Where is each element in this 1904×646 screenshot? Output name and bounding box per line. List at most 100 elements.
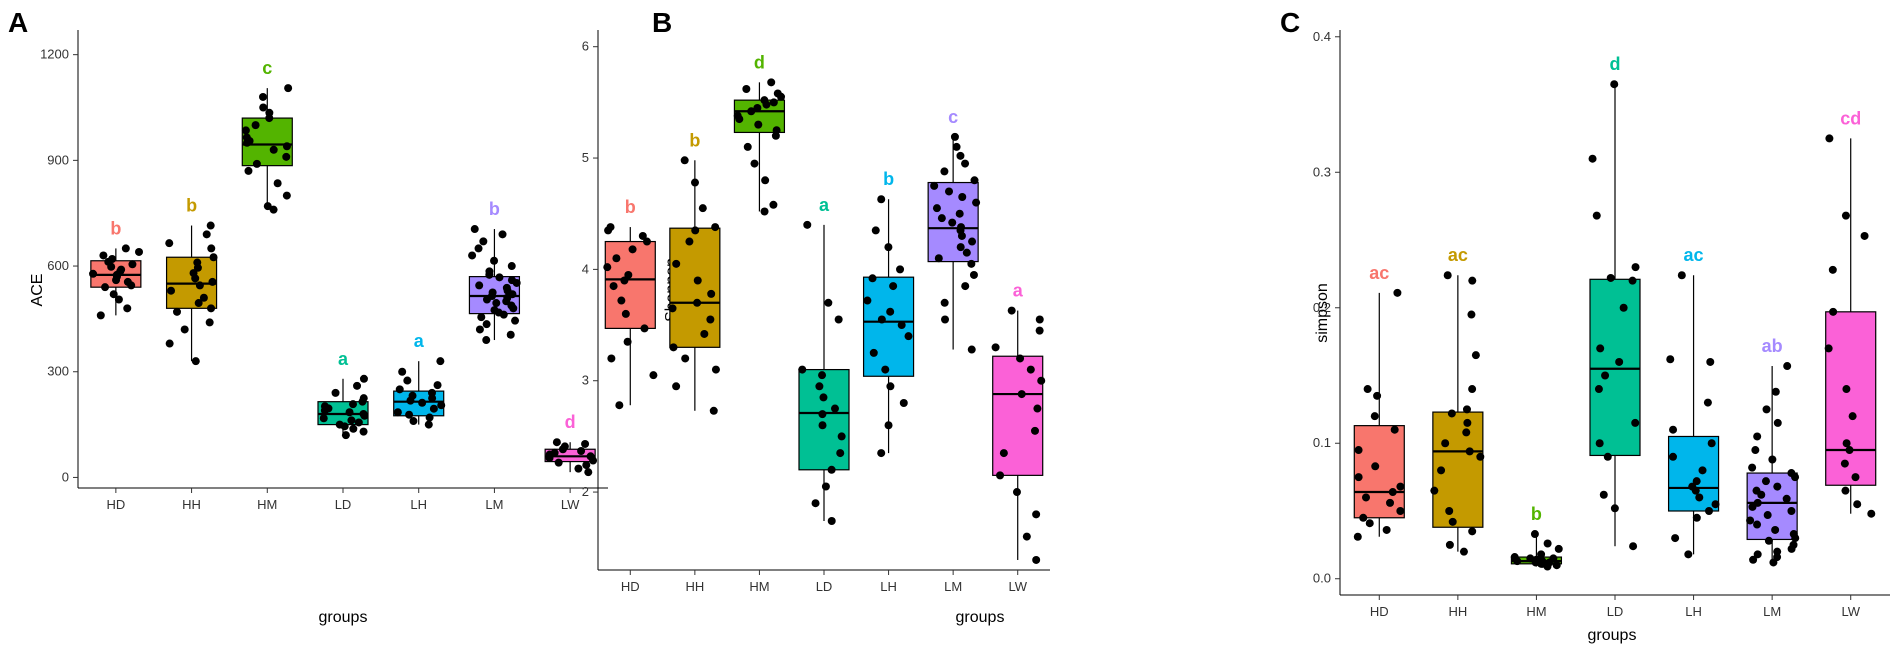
data-point — [747, 107, 756, 116]
data-point — [709, 406, 718, 415]
data-point — [711, 365, 720, 374]
data-point — [1610, 80, 1619, 89]
data-point — [99, 251, 108, 260]
data-point — [506, 330, 515, 339]
data-point — [195, 281, 204, 290]
data-point — [1390, 425, 1399, 434]
data-point — [335, 420, 344, 429]
data-point — [320, 402, 329, 411]
data-point — [89, 269, 98, 278]
data-point — [1848, 412, 1857, 421]
data-point — [1363, 385, 1372, 394]
data-point — [1588, 154, 1597, 163]
panel-c-x-tick-label: LW — [1841, 604, 1860, 619]
data-point — [681, 354, 690, 363]
data-point — [1396, 506, 1405, 515]
data-point — [1842, 385, 1851, 394]
data-point — [189, 269, 198, 278]
data-point — [242, 133, 251, 142]
panel-a-y-tick-label: 1200 — [40, 47, 69, 62]
data-point — [1543, 539, 1552, 548]
data-point — [108, 255, 117, 263]
data-point — [693, 276, 702, 285]
panel-b-x-tick-label: LH — [880, 579, 897, 594]
data-point — [620, 276, 629, 285]
panel-a-box-lh: a — [393, 331, 446, 429]
data-point — [773, 89, 782, 98]
data-point — [948, 218, 957, 227]
panel-c-box-lh: ac — [1666, 245, 1720, 559]
data-point — [574, 464, 583, 473]
significance-label: ac — [1369, 263, 1389, 283]
data-point — [1706, 357, 1715, 366]
data-point — [818, 371, 827, 380]
data-point — [638, 231, 647, 240]
data-point — [550, 448, 559, 457]
panel-b-x-tick-label: LW — [1008, 579, 1027, 594]
data-point — [345, 408, 354, 417]
data-point — [252, 159, 261, 168]
data-point — [418, 398, 427, 407]
data-point — [1035, 326, 1044, 335]
data-point — [672, 259, 681, 268]
panel-c-letter: C — [1280, 7, 1300, 38]
panel-a: A ACE groups 0 300 600 900 1200 HD HH HM LD LH LM L… — [8, 7, 608, 626]
data-point — [1592, 211, 1601, 220]
panel-c-box-lw: cd — [1824, 108, 1877, 518]
data-point — [1860, 231, 1869, 240]
data-point — [1526, 554, 1535, 563]
data-point — [1354, 446, 1363, 455]
data-point — [606, 223, 615, 232]
data-point — [1430, 486, 1439, 495]
box-iqr — [1589, 278, 1641, 457]
data-point — [398, 367, 407, 376]
data-point — [582, 461, 591, 470]
data-point — [889, 282, 898, 291]
data-point — [868, 274, 877, 283]
data-point — [96, 311, 105, 320]
panel-a-x-tick-label: HH — [182, 497, 201, 512]
significance-label: b — [689, 130, 700, 150]
data-point — [507, 276, 516, 285]
data-point — [1692, 513, 1701, 522]
data-point — [818, 410, 827, 419]
data-point — [769, 98, 778, 107]
data-point — [165, 239, 174, 248]
significance-label: d — [565, 412, 576, 432]
significance-label: b — [625, 197, 636, 217]
data-point — [1829, 307, 1838, 316]
panel-b-box-hh: b — [668, 130, 721, 415]
panel-a-letter: A — [8, 7, 28, 38]
significance-label: d — [1610, 54, 1621, 74]
data-point — [1365, 519, 1374, 528]
data-point — [624, 270, 633, 279]
data-point — [884, 243, 893, 252]
panel-c-x-tick-label: HM — [1526, 604, 1546, 619]
data-point — [612, 254, 621, 263]
data-point — [167, 286, 176, 295]
significance-label: b — [1531, 504, 1542, 524]
data-point — [560, 442, 569, 451]
data-point — [1443, 271, 1452, 280]
data-point — [284, 84, 293, 93]
data-point — [194, 299, 203, 308]
data-point — [269, 145, 278, 154]
panel-b-box-hd: b — [603, 197, 658, 410]
data-point — [1789, 540, 1798, 549]
data-point — [680, 156, 689, 165]
data-point — [273, 179, 282, 188]
panel-b-box-lh: b — [862, 169, 915, 458]
panel-a-box-hm: c — [241, 58, 293, 214]
data-point — [640, 324, 649, 333]
panel-a-box-hd: b — [89, 218, 144, 320]
data-point — [1684, 550, 1693, 559]
data-point — [706, 315, 715, 324]
data-point — [1768, 455, 1777, 464]
significance-label: b — [883, 169, 894, 189]
panel-b-y-tick-label: 3 — [582, 373, 589, 388]
data-point — [488, 288, 497, 297]
data-point — [475, 325, 484, 334]
data-point — [1751, 446, 1760, 455]
data-point — [1353, 532, 1362, 541]
